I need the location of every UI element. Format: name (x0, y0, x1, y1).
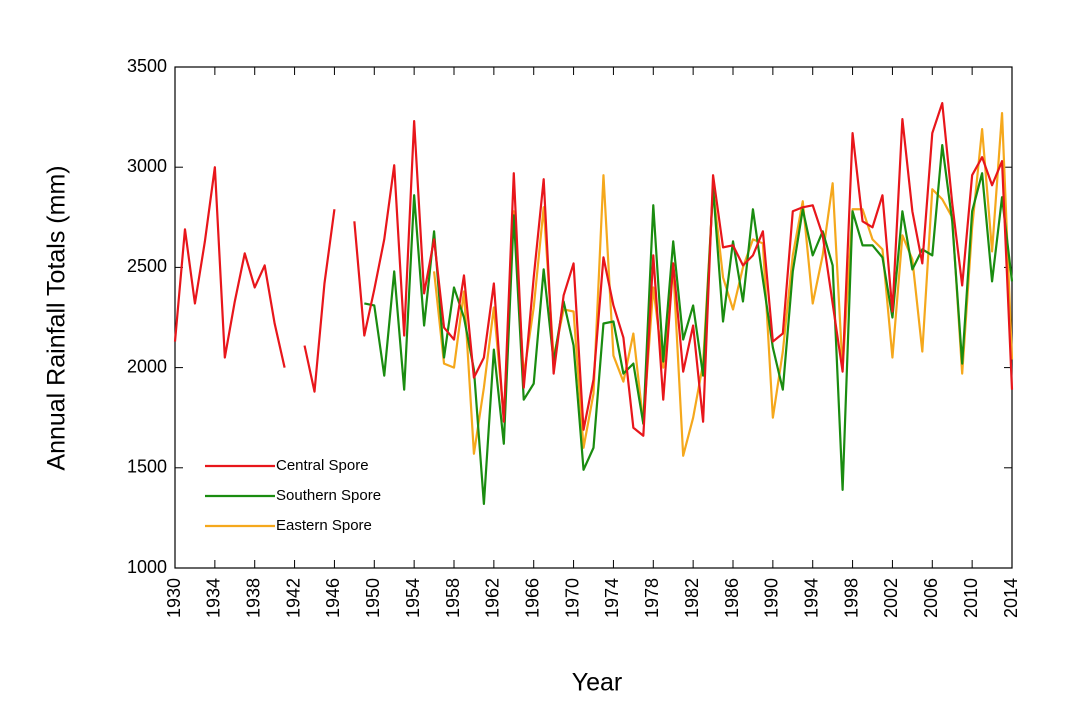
legend-label: Central Spore (276, 457, 369, 474)
series-line (364, 144, 1014, 505)
x-tick-label: 2010 (961, 578, 981, 618)
x-tick-label: 1942 (283, 578, 303, 618)
x-tick-label: 1966 (522, 578, 542, 618)
x-tick-label: 1946 (323, 578, 343, 618)
x-tick-label: 1990 (762, 578, 782, 618)
plot-frame (174, 66, 1013, 569)
x-tick-label: 2006 (921, 578, 941, 618)
y-tick-label: 1000 (127, 557, 167, 577)
series-line (432, 111, 1014, 457)
x-tick-label: 1958 (443, 578, 463, 618)
series-line (173, 166, 286, 368)
x-tick-label: 1994 (801, 578, 821, 618)
y-tick-label: 2500 (127, 256, 167, 276)
series-line (353, 101, 1014, 437)
x-tick-label: 1998 (841, 578, 861, 618)
x-tick-label: 1950 (363, 578, 383, 618)
x-tick-label: 1934 (204, 578, 224, 618)
x-tick-label: 2002 (881, 578, 901, 618)
x-tick-label: 2014 (1001, 578, 1021, 618)
x-tick-label: 1986 (722, 578, 742, 618)
x-tick-label: 1970 (562, 578, 582, 618)
x-tick-label: 1982 (682, 578, 702, 618)
y-tick-label: 3500 (127, 56, 167, 76)
x-tick-label: 1974 (602, 578, 622, 618)
x-tick-label: 1954 (403, 578, 423, 618)
x-axis-label: Year (572, 669, 623, 697)
legend-label: Southern Spore (276, 487, 381, 504)
y-axis-label: Annual Rainfall Totals (mm) (43, 165, 71, 470)
x-tick-label: 1930 (164, 578, 184, 618)
x-tick-label: 1938 (243, 578, 263, 618)
y-tick-label: 3000 (127, 156, 167, 176)
y-tick-label: 1500 (127, 457, 167, 477)
x-tick-label: 1978 (642, 578, 662, 618)
legend-label: Eastern Spore (276, 517, 372, 534)
series-line (303, 209, 336, 393)
x-tick-label: 1962 (483, 578, 503, 618)
y-tick-label: 2000 (127, 356, 167, 376)
